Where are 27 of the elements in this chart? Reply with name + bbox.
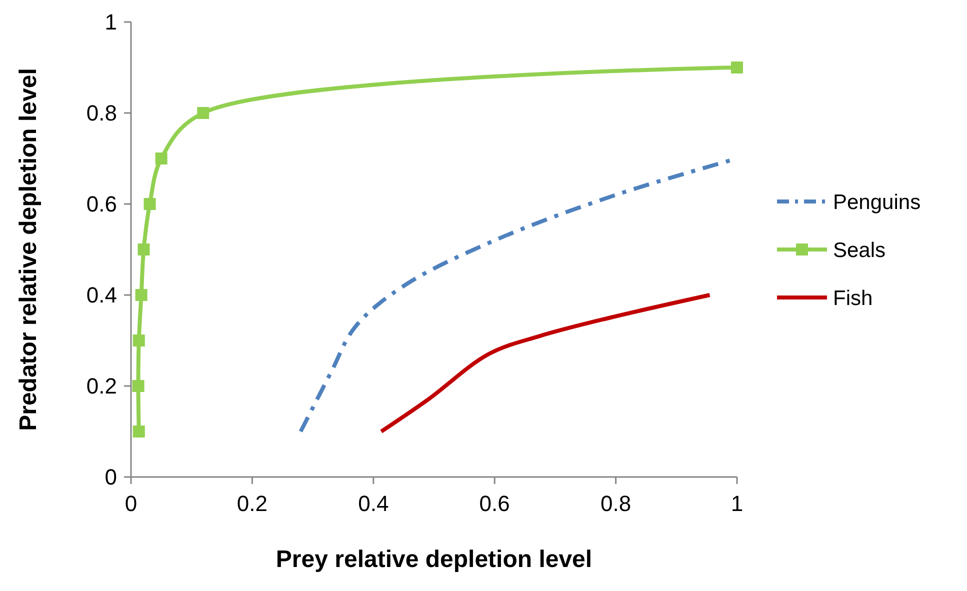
y-tick-label: 1 (104, 10, 117, 35)
point (132, 334, 145, 346)
x-axis-title: Prey relative depletion level (276, 546, 592, 573)
x-tick-label: 0.4 (358, 491, 389, 516)
legend-label: Penguins (833, 190, 921, 214)
x-tick-label: 0.6 (479, 491, 510, 516)
point (731, 62, 743, 74)
x-tick-label: 0 (124, 491, 138, 516)
y-axis-title: Predator relative depletion level (15, 68, 42, 431)
point (132, 426, 145, 438)
y-tick-label: 0.2 (86, 374, 117, 399)
x-tick-label: 0.8 (600, 491, 632, 516)
point (144, 198, 156, 210)
legend-label: Fish (833, 286, 873, 310)
y-tick-label: 0.4 (86, 282, 117, 308)
line-series (379, 293, 712, 434)
point (135, 289, 148, 301)
point (155, 152, 168, 164)
point (197, 107, 210, 119)
point (132, 380, 144, 392)
x-tick-label: 0.2 (236, 491, 268, 516)
y-tick-label: 0 (104, 464, 117, 490)
point (138, 244, 150, 256)
legend-label: Seals (833, 238, 886, 262)
y-tick-label: 0.6 (86, 192, 117, 217)
x-tick-label: 1 (730, 491, 744, 516)
y-tick-label: 0.8 (86, 100, 117, 126)
